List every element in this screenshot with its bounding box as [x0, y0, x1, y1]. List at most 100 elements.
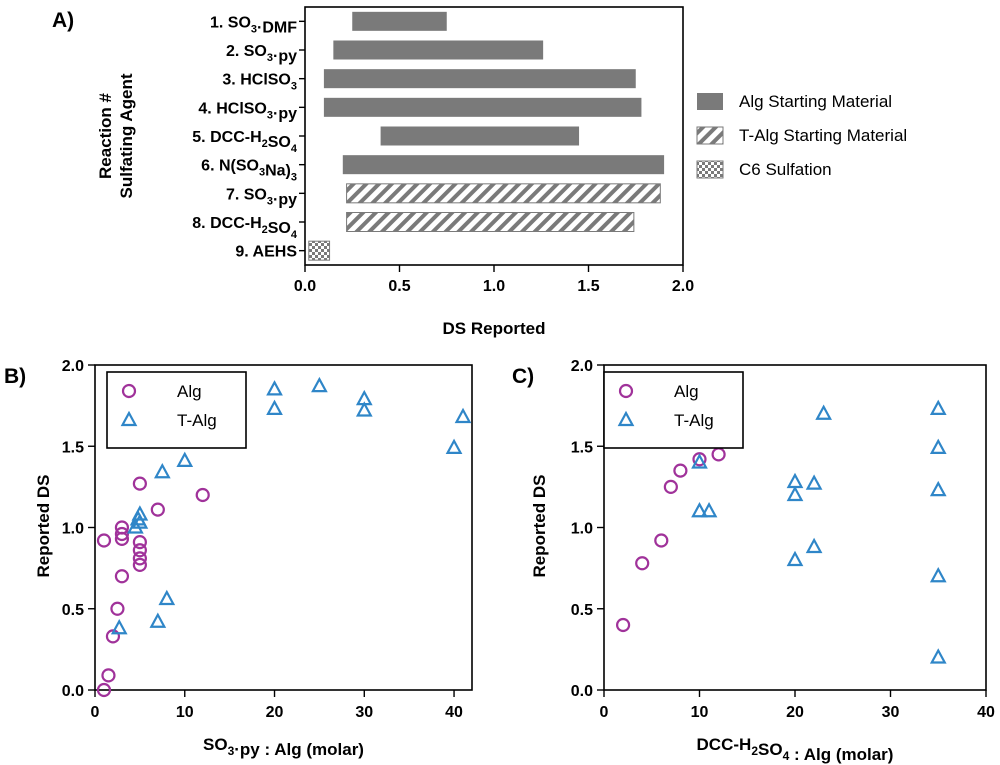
point-alg	[132, 535, 147, 550]
legend-marker-t-alg	[120, 410, 138, 427]
category-label-8: 8. DCC-H2SO4	[192, 215, 298, 241]
x-tick-label: 0.5	[388, 278, 410, 295]
point-t-alg	[691, 453, 708, 469]
point-alg	[132, 543, 147, 558]
range-bar-7	[346, 183, 661, 204]
legend-label-t-alg: T-Alg	[177, 411, 217, 430]
x-tick-label: 10	[691, 704, 709, 721]
range-bar-3	[323, 69, 636, 89]
x-tick-label: 2.0	[672, 278, 694, 295]
point-alg	[96, 533, 112, 548]
point-t-alg	[266, 380, 283, 396]
category-label-1: 1. SO3·DMF	[210, 14, 297, 36]
point-alg	[101, 668, 116, 683]
range-bar-1	[352, 11, 447, 31]
panel-c-scatter-chart: C) 0 10 20 30 40 0.0 0.5 1.0 1.5 2.0 Alg T-Alg Rep…	[512, 358, 995, 764]
panel-a-x-axis-label: DS Reported	[443, 319, 546, 338]
range-bar-9	[308, 240, 331, 261]
point-t-alg	[929, 648, 947, 664]
point-t-alg	[127, 518, 144, 534]
point-t-alg	[176, 451, 194, 467]
point-t-alg	[929, 438, 947, 454]
panel-b-axis-ticks: 0 10 20 30 40 0.0 0.5 1.0 1.5 2.0	[62, 358, 463, 721]
category-label-5: 5. DCC-H2SO4	[192, 129, 298, 155]
y-tick-label: 1.0	[571, 521, 593, 538]
legend-label-alg: Alg Starting Material	[739, 92, 892, 111]
point-t-alg	[153, 462, 171, 479]
point-alg	[132, 551, 147, 566]
legend-marker-alg	[618, 383, 634, 399]
point-t-alg	[700, 501, 718, 518]
panel-a-y-axis-label: Reaction # Sulfating Agent	[96, 73, 136, 198]
point-t-alg	[445, 438, 463, 454]
point-t-alg	[131, 505, 149, 521]
point-alg	[132, 476, 147, 491]
range-bar-5	[380, 126, 580, 146]
point-alg	[654, 533, 669, 548]
point-alg	[711, 447, 726, 462]
legend-marker-t-alg	[617, 410, 635, 427]
point-t-alg	[110, 618, 128, 635]
point-alg	[105, 629, 121, 644]
point-alg	[114, 520, 130, 535]
point-alg	[110, 601, 125, 616]
x-tick-label: 1.0	[483, 278, 505, 295]
legend-label-t-alg: T-Alg	[674, 411, 714, 430]
point-t-alg	[311, 376, 328, 393]
point-alg	[114, 526, 130, 542]
legend-label-alg: Alg	[177, 382, 202, 401]
point-t-alg	[454, 407, 472, 424]
range-bar-8	[346, 212, 635, 232]
panel-b-label: B)	[4, 365, 26, 388]
point-t-alg	[805, 474, 823, 490]
point-t-alg	[149, 612, 167, 628]
x-tick-label: 20	[786, 704, 804, 721]
panel-a-label: A)	[52, 9, 74, 32]
x-axis-label-text: SO3·py : Alg (molar)	[203, 735, 364, 759]
panel-c-data-points	[615, 399, 947, 664]
legend-label-c6: C6 Sulfation	[739, 160, 832, 179]
point-t-alg	[266, 399, 283, 415]
point-t-alg	[691, 501, 708, 518]
panel-c-y-axis-label: Reported DS	[530, 475, 549, 578]
legend-marker-alg	[121, 383, 137, 399]
point-alg	[663, 479, 678, 494]
point-alg	[96, 682, 112, 698]
y-tick-label: 2.0	[571, 358, 593, 375]
category-label-6: 6. N(SO3Na)3	[201, 158, 297, 184]
x-tick-label: 10	[176, 704, 194, 721]
category-label-9: 9. AEHS	[235, 244, 297, 261]
x-tick-label: 40	[977, 704, 995, 721]
category-label-4: 4. HClSO3·py	[198, 100, 297, 122]
range-bar-4	[323, 97, 642, 117]
point-t-alg	[815, 404, 832, 420]
category-label-2: 2. SO3·py	[226, 43, 297, 65]
y-tick-label: 0.0	[62, 683, 84, 700]
point-t-alg	[158, 589, 176, 606]
panel-a-y-label-line: Sulfating Agent	[117, 73, 136, 198]
point-alg	[673, 463, 688, 478]
x-tick-label: 1.5	[577, 278, 599, 295]
x-tick-label: 0.0	[294, 278, 316, 295]
point-t-alg	[786, 485, 804, 502]
point-alg	[615, 617, 631, 633]
point-t-alg	[786, 550, 804, 567]
x-tick-label: 30	[355, 704, 373, 721]
panel-a-range-chart: A) Reaction # Sulfating Agent 1. SO3·DMF 2…	[52, 6, 907, 338]
legend-label-talg: T-Alg Starting Material	[739, 126, 907, 145]
point-t-alg	[929, 566, 947, 583]
panel-b-data-points	[96, 376, 472, 698]
panel-c-axis-ticks: 0 10 20 30 40 0.0 0.5 1.0 1.5 2.0	[571, 358, 995, 721]
panel-b-y-axis-label: Reported DS	[34, 475, 53, 578]
panel-c-label: C)	[512, 365, 534, 388]
category-label-7: 7. SO3·py	[226, 186, 297, 208]
y-tick-label: 0.5	[62, 602, 84, 619]
point-t-alg	[786, 472, 804, 489]
y-tick-label: 1.0	[62, 521, 84, 538]
y-tick-label: 0.0	[571, 683, 593, 700]
legend-swatch-alg	[697, 93, 723, 110]
x-tick-label: 0	[600, 704, 609, 721]
x-tick-label: 30	[882, 704, 900, 721]
panel-b-legend: Alg T-Alg	[106, 371, 247, 449]
x-axis-label-text: DCC-H2SO4 : Alg (molar)	[697, 735, 894, 764]
